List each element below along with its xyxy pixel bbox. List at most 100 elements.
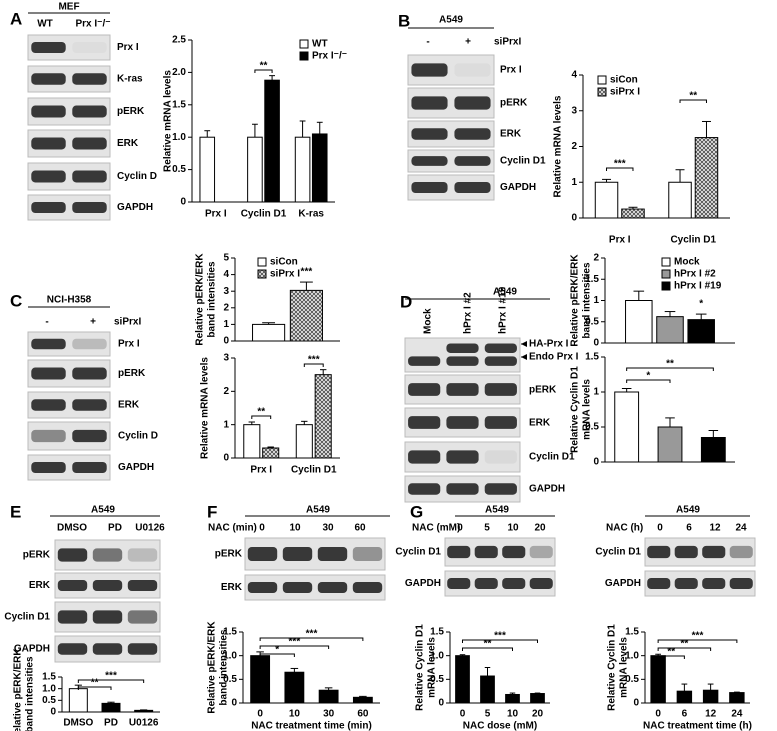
blot-band [31, 429, 66, 443]
significance-label: ** [667, 647, 675, 658]
blot-band [352, 546, 383, 562]
blot-band [529, 578, 553, 589]
blot-band [647, 545, 671, 559]
blot-band [127, 610, 158, 624]
blot-band [408, 483, 441, 495]
bar [311, 133, 328, 203]
y-axis-label: mRNA levels [427, 637, 438, 698]
x-tick-label: 0 [460, 709, 466, 720]
x-tick-label: 12 [705, 709, 717, 720]
lane-label: 60 [354, 523, 366, 534]
row-label: Prx I [500, 65, 522, 76]
y-tick-label: 1 [223, 319, 229, 330]
significance-label: *** [301, 267, 313, 278]
blot-band [127, 548, 158, 562]
panel-letter: B [398, 11, 410, 30]
blot-band [484, 356, 517, 366]
blot-band [408, 416, 441, 429]
y-tick-label: 1.5 [42, 672, 56, 683]
blot-band [446, 483, 479, 495]
bar [650, 655, 666, 704]
bar [700, 437, 726, 463]
significance-bracket [303, 363, 324, 367]
bar [262, 447, 280, 459]
significance-bracket [259, 637, 364, 641]
y-tick-label: 1.5 [430, 627, 444, 638]
x-tick-label: 0 [257, 709, 263, 720]
row-label: pERK [118, 368, 146, 379]
significance-bracket [259, 653, 295, 657]
legend-label: siPrx I [270, 269, 300, 280]
row-label: pERK [215, 549, 243, 560]
blot-band [702, 545, 726, 559]
y-axis-label: Relative mRNA levels [163, 70, 174, 172]
row-label: ERK [221, 582, 243, 593]
x-tick-label: Prx I [250, 465, 272, 476]
blot-band [484, 416, 517, 429]
bar [247, 136, 263, 203]
arrow-head [521, 354, 527, 360]
blot-band [57, 643, 88, 655]
lane-label: + [90, 317, 96, 328]
significance-label: *** [306, 629, 318, 640]
y-tick-label: 0 [180, 197, 186, 208]
y-axis-label: band intensities [25, 656, 36, 731]
blot-band [447, 545, 471, 559]
y-tick-label: 2 [223, 386, 229, 397]
y-tick-label: 2 [593, 253, 599, 264]
row-label: pERK [500, 98, 528, 109]
blot-band [247, 582, 278, 593]
blot-band [57, 580, 88, 591]
lane-label: 30 [322, 523, 334, 534]
row-label: Cyclin D [118, 431, 158, 442]
row-label: Prx I [118, 339, 140, 350]
row-label: K-ras [117, 74, 143, 85]
blot-band [352, 582, 383, 593]
lane-label: 5 [484, 523, 490, 534]
bar [656, 316, 684, 344]
blot-band [502, 545, 526, 559]
blot-band [454, 63, 491, 77]
legend-label: hPrx I #2 [674, 269, 716, 280]
y-axis-label: Relative pERK/ERK [195, 253, 206, 346]
blot-band [484, 450, 517, 464]
blot-band [446, 450, 479, 464]
bar [625, 300, 653, 344]
significance-bracket [462, 639, 538, 643]
cell-line: A549 [439, 15, 463, 26]
row-label: HA-Prx I [529, 339, 569, 350]
cell-line: A549 [306, 505, 330, 516]
legend-label: Mock [674, 257, 700, 268]
x-tick-label: 20 [532, 709, 544, 720]
blot-band [72, 429, 107, 443]
y-tick-label: 1 [593, 387, 599, 398]
bar [199, 136, 216, 203]
row-label: GAPDH [117, 202, 153, 213]
y-axis-label: Relative pERK/ERK [570, 254, 581, 347]
y-tick-label: 0 [633, 698, 639, 709]
lane-label: 20 [534, 523, 546, 534]
cell-line: NCI-H358 [47, 295, 92, 306]
treatment-label: NAC (min) [208, 523, 257, 534]
bar [687, 319, 715, 344]
blot-band [57, 548, 88, 562]
bar [252, 323, 286, 342]
y-axis-label: Relative Cyclin D1 [607, 624, 618, 711]
bar [243, 424, 261, 459]
legend-swatch [257, 257, 267, 267]
blot-band [484, 483, 517, 495]
lane-label: 0 [457, 523, 463, 534]
bar [621, 208, 645, 219]
blot-band [729, 545, 753, 559]
significance-bracket [657, 655, 685, 659]
legend-swatch [299, 51, 309, 61]
lane-label: WT [37, 19, 53, 30]
significance-bracket [626, 379, 671, 383]
row-label: Cyclin D [117, 171, 157, 182]
significance-label: ** [260, 61, 268, 72]
y-tick-label: 0 [223, 336, 229, 347]
bar [594, 181, 619, 219]
row-label: ERK [117, 138, 139, 149]
treatment-label: NAC (mM) [412, 523, 460, 534]
